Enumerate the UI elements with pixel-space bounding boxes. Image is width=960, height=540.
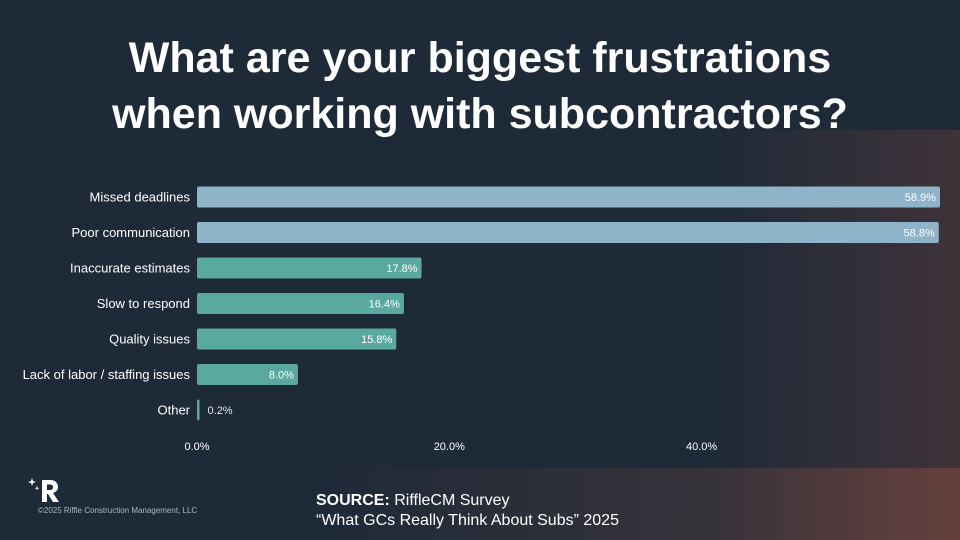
title-line-2: when working with subcontractors? <box>112 90 848 138</box>
x-tick-label: 20.0% <box>434 441 465 453</box>
bar <box>197 257 422 279</box>
value-label: 8.0% <box>269 370 294 382</box>
source-title: “What GCs Really Think About Subs” 2025 <box>316 512 619 529</box>
value-label: 0.2% <box>208 405 233 417</box>
source-name: RiffleCM Survey <box>394 492 510 509</box>
source-citation: SOURCE: RiffleCM Survey “What GCs Really… <box>316 491 619 531</box>
source-label: SOURCE: <box>316 492 390 509</box>
page-title: What are your biggest frustrations when … <box>0 30 960 142</box>
riffle-logo-icon <box>28 478 59 502</box>
value-label: 58.8% <box>904 228 935 240</box>
value-label: 17.8% <box>386 263 417 275</box>
bar <box>197 222 939 243</box>
bar <box>197 186 940 208</box>
x-tick-label: 0.0% <box>184 441 209 453</box>
bar <box>197 399 200 421</box>
value-label: 16.4% <box>369 299 400 311</box>
category-label: Quality issues <box>109 332 190 347</box>
bar <box>197 328 397 350</box>
category-label: Inaccurate estimates <box>70 261 190 276</box>
category-label: Poor communication <box>72 225 191 240</box>
bar <box>197 293 404 314</box>
title-line-1: What are your biggest frustrations <box>128 34 832 82</box>
category-label: Slow to respond <box>97 296 190 311</box>
category-label: Missed deadlines <box>90 190 191 205</box>
value-label: 58.9% <box>905 192 936 204</box>
category-label: Other <box>157 403 190 418</box>
value-label: 15.8% <box>361 334 392 346</box>
x-tick-label: 40.0% <box>686 441 717 453</box>
category-label: Lack of labor / staffing issues <box>23 367 191 382</box>
bar-chart: Missed deadlines 58.9% Poor communication 5… <box>23 186 940 453</box>
bar <box>197 364 298 385</box>
copyright-text: ©2025 Riffle Construction Management, LL… <box>38 506 198 515</box>
